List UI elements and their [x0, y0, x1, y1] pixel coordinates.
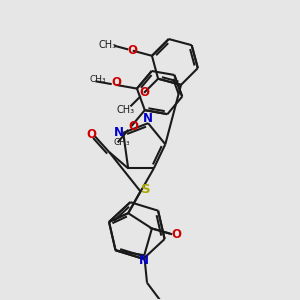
Text: CH₃: CH₃ — [117, 105, 135, 115]
Text: CH₃: CH₃ — [113, 138, 130, 147]
Text: O: O — [87, 128, 97, 141]
Text: S: S — [141, 183, 151, 196]
Text: O: O — [139, 86, 149, 99]
Text: CH₃: CH₃ — [98, 40, 117, 50]
Text: N: N — [114, 126, 124, 139]
Text: O: O — [111, 76, 121, 89]
Text: O: O — [172, 228, 182, 242]
Text: O: O — [128, 120, 138, 133]
Text: N: N — [143, 112, 153, 125]
Text: O: O — [128, 44, 138, 57]
Text: N: N — [139, 254, 149, 267]
Text: CH₃: CH₃ — [89, 75, 106, 84]
